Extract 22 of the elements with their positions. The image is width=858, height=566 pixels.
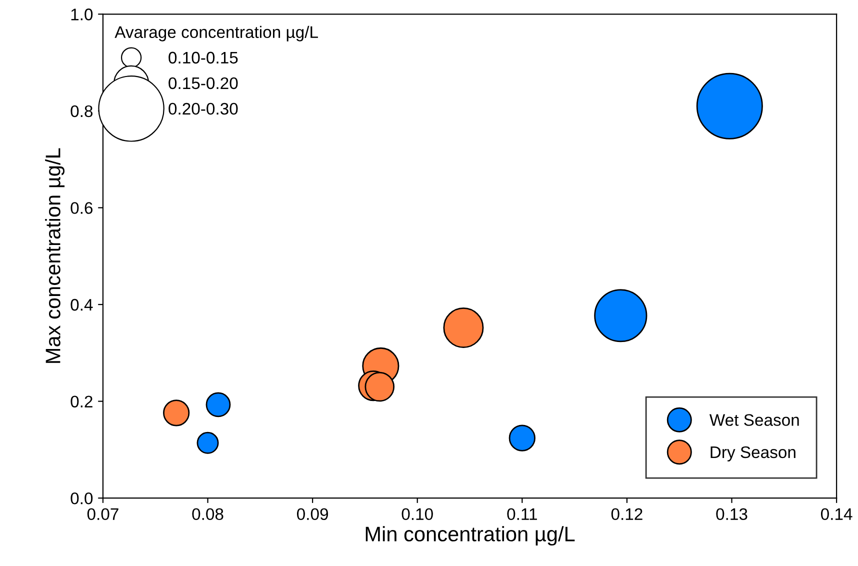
legend-label: Wet Season [709,414,799,426]
legend-label: 0.20-0.30 [168,102,238,115]
y-tick-label: 0.0 [70,492,93,504]
legend-label: 0.10-0.15 [168,52,238,64]
x-tick-label: 0.08 [192,508,224,520]
x-tick-label: 0.11 [507,508,537,520]
y-tick-label: 1.0 [71,8,93,20]
x-axis-title: Min concentration µg/L [366,526,575,546]
y-axis-title: Max concentration µg/L [45,148,65,363]
y-tick-label: 0.4 [70,298,93,311]
x-tick-label: 0.10 [402,508,433,520]
legend-title: Avarage concentration µg/L [114,26,318,42]
y-tick-label: 0.2 [70,396,92,408]
x-tick-label: 0.12 [611,508,642,520]
y-tick-label: 0.6 [70,202,93,214]
legend-label: 0.15-0.20 [168,77,238,90]
x-tick-label: 0.13 [716,508,748,520]
x-tick-label: 0.14 [820,508,852,520]
legend-label: Dry Season [710,446,796,462]
y-tick-label: 0.8 [70,105,93,118]
x-tick-label: 0.07 [87,508,118,520]
x-tick-label: 0.09 [296,508,328,520]
